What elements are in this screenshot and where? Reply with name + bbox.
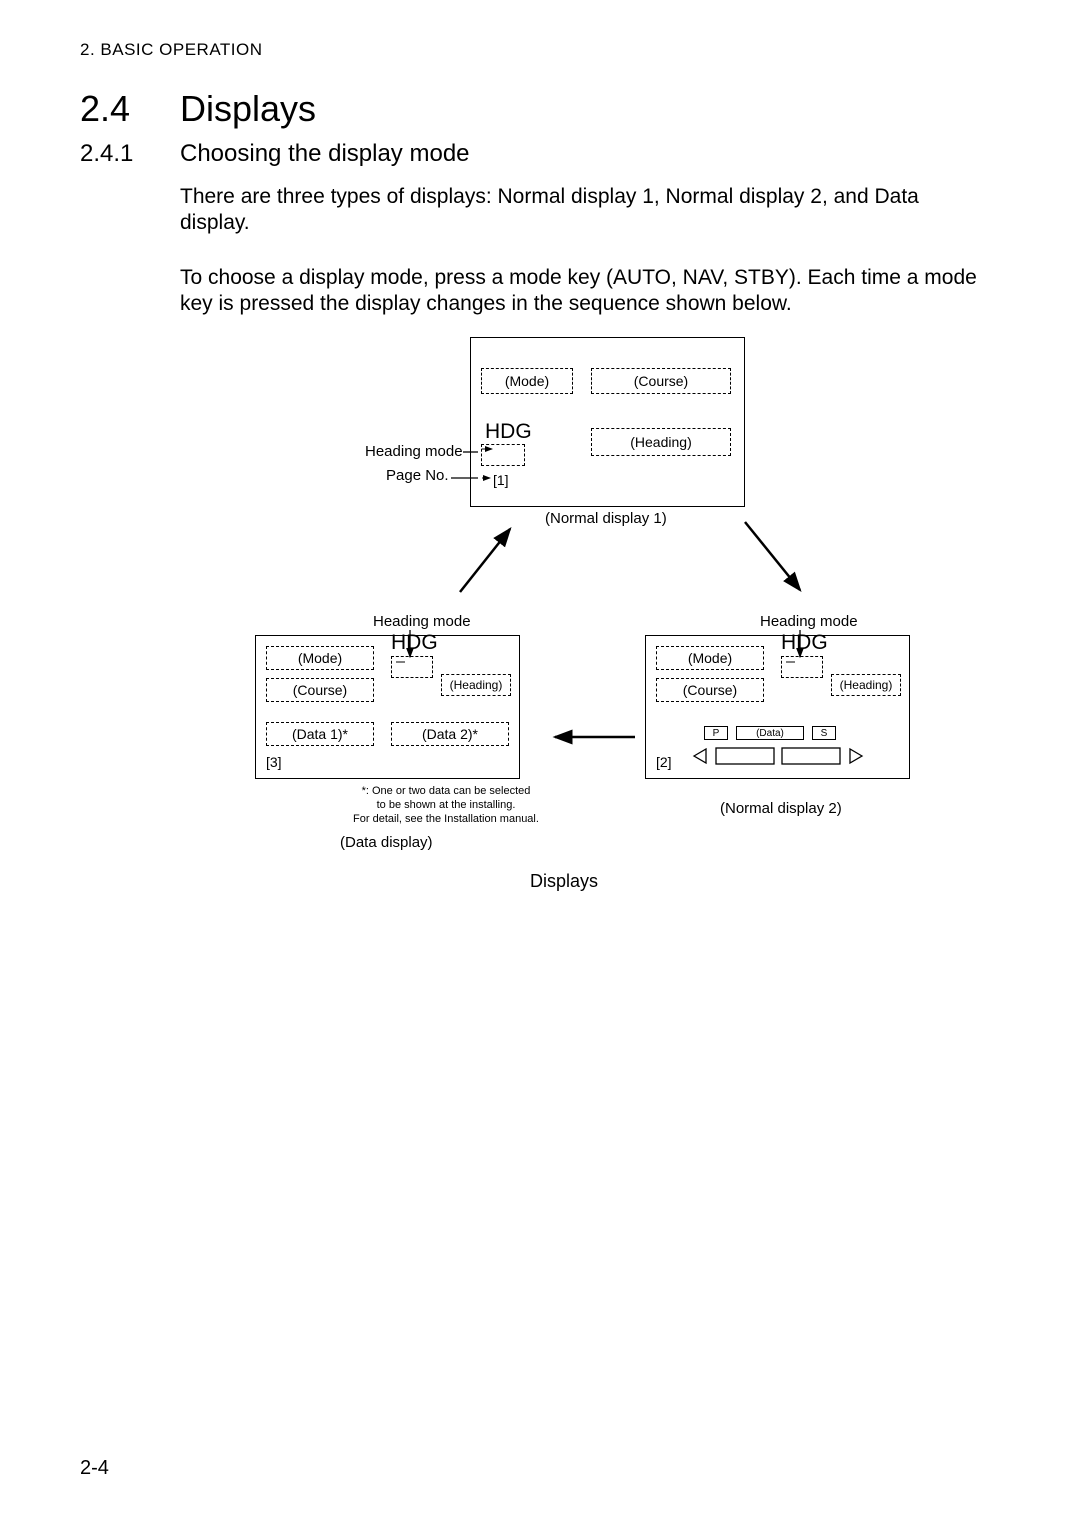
subsection-title: 2.4.1Choosing the display mode — [80, 140, 1000, 168]
top-heading-box: (Heading) — [591, 428, 731, 456]
page-number: 2-4 — [80, 1457, 109, 1480]
top-heading-mode-label: Heading mode — [365, 443, 463, 460]
right-hdg-label: HDG — [781, 631, 828, 655]
top-hdg-label: HDG — [485, 420, 532, 444]
left-footnote: *: One or two data can be selected to be… — [336, 785, 556, 826]
subsection-text: Choosing the display mode — [180, 140, 470, 167]
display-box-right: (Mode) (Course) HDG (Heading) P (Data) S… — [645, 635, 910, 779]
top-page-no-label: Page No. — [386, 467, 449, 484]
right-page-no: [2] — [656, 754, 672, 770]
left-heading-box: (Heading) — [441, 674, 511, 696]
footnote-line-1: *: One or two data can be selected — [362, 785, 531, 797]
right-s-box: S — [812, 726, 836, 740]
left-hdg-box — [391, 656, 433, 678]
diagram: (Mode) (Course) HDG (Heading) [1] Headin… — [80, 337, 1000, 907]
page: 2. BASIC OPERATION 2.4Displays 2.4.1Choo… — [0, 0, 1080, 1528]
left-mode-box: (Mode) — [266, 646, 374, 670]
left-caption: (Data display) — [340, 834, 433, 851]
right-hdg-box — [781, 656, 823, 678]
left-hdg-label: HDG — [391, 631, 438, 655]
right-p-box: P — [704, 726, 728, 740]
left-course-box: (Course) — [266, 678, 374, 702]
top-course-box: (Course) — [591, 368, 731, 394]
top-hdg-box — [481, 444, 525, 466]
right-heading-mode-label: Heading mode — [760, 613, 858, 630]
display-box-left: (Mode) (Course) HDG (Heading) (Data 1)* … — [255, 635, 520, 779]
right-mode-box: (Mode) — [656, 646, 764, 670]
paragraph-1: There are three types of displays: Norma… — [180, 184, 980, 237]
subsection-number: 2.4.1 — [80, 140, 180, 168]
right-caption: (Normal display 2) — [720, 800, 842, 817]
top-mode-box: (Mode) — [481, 368, 573, 394]
section-text: Displays — [180, 88, 316, 129]
left-data2-box: (Data 2)* — [391, 722, 509, 746]
top-page-no: [1] — [493, 472, 509, 488]
display-box-top: (Mode) (Course) HDG (Heading) [1] — [470, 337, 745, 507]
right-course-box: (Course) — [656, 678, 764, 702]
top-caption: (Normal display 1) — [545, 510, 667, 527]
footnote-line-3: For detail, see the Installation manual. — [353, 813, 539, 825]
chapter-header: 2. BASIC OPERATION — [80, 40, 1000, 60]
figure-caption: Displays — [530, 871, 598, 892]
right-data-box: (Data) — [736, 726, 804, 740]
left-page-no: [3] — [266, 754, 282, 770]
left-data1-box: (Data 1)* — [266, 722, 374, 746]
paragraph-2: To choose a display mode, press a mode k… — [180, 265, 980, 318]
section-title: 2.4Displays — [80, 88, 1000, 130]
right-heading-box: (Heading) — [831, 674, 901, 696]
section-number: 2.4 — [80, 88, 180, 130]
footnote-line-2: to be shown at the installing. — [377, 799, 516, 811]
left-heading-mode-label: Heading mode — [373, 613, 471, 630]
